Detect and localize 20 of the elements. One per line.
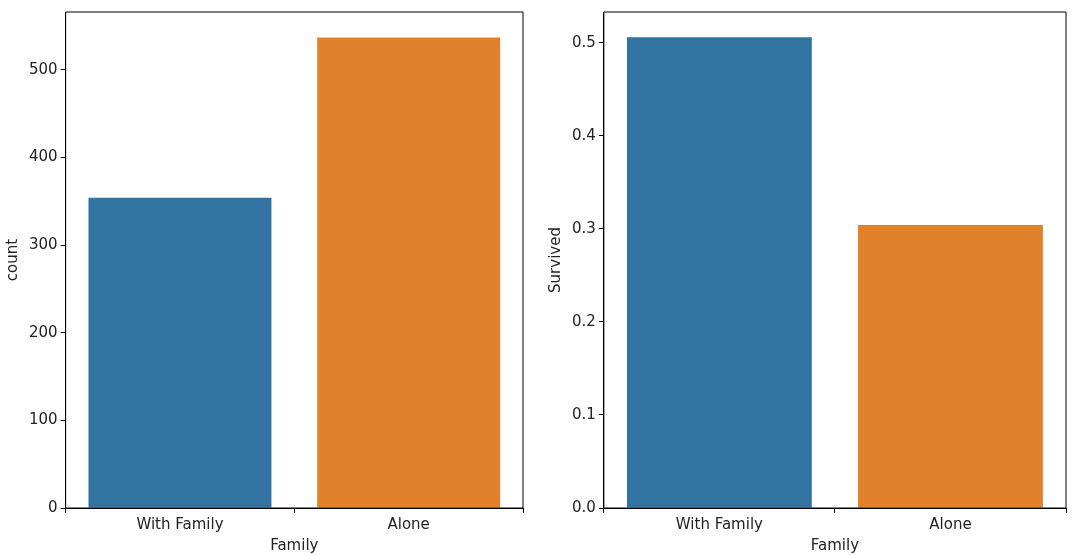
y-tick-label: 0 xyxy=(48,497,58,516)
y-tick-label: 0.5 xyxy=(572,32,596,51)
y-axis-title: Survived xyxy=(545,227,564,293)
y-tick-label: 200 xyxy=(28,322,58,341)
y-tick-label: 500 xyxy=(28,59,58,78)
x-tick-label: Alone xyxy=(387,514,430,533)
y-axis-title: count xyxy=(2,238,21,282)
y-tick-label: 0.2 xyxy=(572,311,596,330)
x-tick-label: With Family xyxy=(136,514,224,533)
y-tick-label: 300 xyxy=(28,234,58,253)
x-axis-title: Family xyxy=(810,535,860,554)
x-tick-label: With Family xyxy=(675,514,764,533)
y-tick-label: 0.1 xyxy=(572,404,596,423)
y-tick-label: 100 xyxy=(28,410,58,429)
y-tick-label: 0.0 xyxy=(572,497,596,516)
y-tick-label: 400 xyxy=(28,147,58,166)
y-tick-label: 0.4 xyxy=(572,125,596,144)
y-tick-label: 0.3 xyxy=(572,218,596,237)
x-axis-title: Family xyxy=(270,535,319,554)
x-tick-label: Alone xyxy=(929,514,972,533)
